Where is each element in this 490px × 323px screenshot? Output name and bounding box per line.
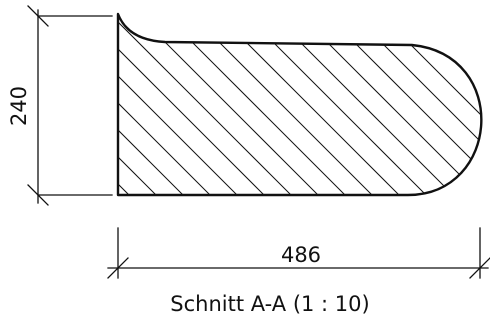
width-dimension-label: 486 bbox=[281, 243, 321, 267]
height-dimension: 240 bbox=[7, 5, 113, 206]
section-caption: Schnitt A-A (1 : 10) bbox=[170, 292, 369, 316]
section-profile-outline bbox=[116, 12, 483, 197]
hatch-line bbox=[311, 14, 482, 195]
hatch-line bbox=[118, 14, 263, 195]
height-tick-top bbox=[27, 5, 49, 27]
hatch-line bbox=[118, 14, 182, 195]
hatch-line bbox=[284, 14, 482, 195]
hatch-line bbox=[149, 14, 371, 195]
hatch-line bbox=[338, 14, 482, 195]
hatch-line bbox=[118, 14, 290, 195]
width-dimension: 486 bbox=[107, 227, 490, 279]
hatch-line bbox=[230, 14, 452, 195]
section-hatching bbox=[118, 14, 482, 195]
hatch-line bbox=[365, 14, 482, 195]
hatch-line bbox=[176, 14, 398, 195]
hatch-line bbox=[122, 14, 344, 195]
height-dimension-label: 240 bbox=[7, 86, 31, 126]
width-tick-right bbox=[469, 257, 490, 279]
height-tick-bottom bbox=[27, 184, 49, 206]
hatch-line bbox=[118, 14, 209, 195]
hatch-line bbox=[446, 14, 482, 195]
hatch-line bbox=[419, 14, 482, 195]
width-tick-left bbox=[107, 257, 129, 279]
hatch-line bbox=[118, 14, 236, 195]
hatch-line bbox=[203, 14, 425, 195]
hatch-line bbox=[118, 14, 317, 195]
